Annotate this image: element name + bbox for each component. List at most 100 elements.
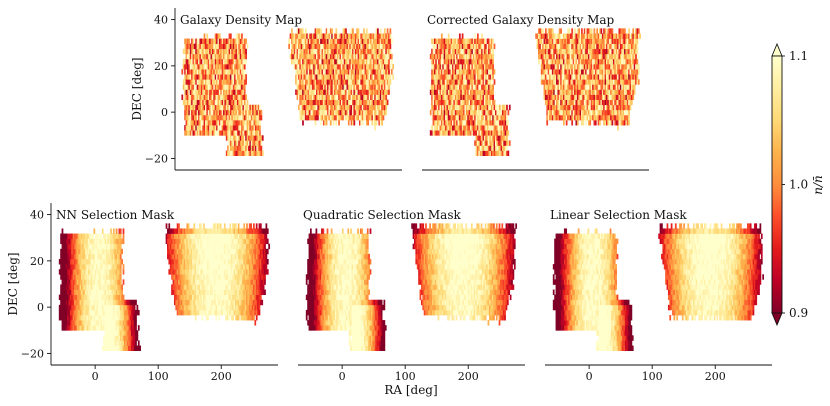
heatmap-cell — [317, 64, 320, 70]
heatmap-cell — [256, 130, 259, 136]
heatmap-cell — [302, 38, 304, 44]
heatmap-cell — [227, 58, 229, 65]
heatmap-cell — [450, 130, 453, 136]
heatmap-cell — [368, 48, 371, 55]
heatmap-cell — [357, 69, 360, 75]
heatmap-cell — [299, 89, 302, 95]
heatmap-cell — [196, 43, 199, 50]
heatmap-cell — [257, 109, 260, 116]
heatmap-cell — [440, 43, 443, 50]
heatmap-cell — [224, 109, 227, 116]
heatmap-cell — [238, 43, 241, 50]
heatmap-cell — [200, 58, 203, 65]
heatmap-cell — [339, 114, 342, 121]
heatmap-cell — [461, 94, 464, 100]
heatmap-cell — [454, 84, 457, 90]
heatmap-cell — [478, 125, 481, 131]
heatmap-cell — [440, 69, 443, 75]
heatmap-cell — [345, 94, 347, 100]
heatmap-cell — [429, 130, 432, 136]
heatmap-cell — [205, 99, 207, 106]
heatmap-cell — [241, 48, 243, 55]
heatmap-cell — [205, 38, 207, 44]
heatmap-cell — [231, 125, 234, 131]
heatmap-cell — [485, 114, 488, 121]
heatmap-cell — [211, 130, 214, 136]
heatmap-cell — [186, 109, 189, 116]
heatmap-cell — [335, 74, 338, 80]
heatmap-cell — [218, 125, 221, 131]
heatmap-cell — [596, 28, 599, 34]
heatmap-cell — [464, 79, 467, 85]
heatmap-cell — [354, 43, 357, 50]
heatmap-cell — [195, 48, 198, 55]
heatmap-cell — [218, 48, 221, 55]
heatmap-cell — [221, 125, 224, 131]
heatmap-cell — [221, 74, 224, 80]
heatmap-cell — [349, 89, 352, 95]
heatmap-cell — [223, 94, 225, 100]
heatmap-cell — [334, 43, 336, 50]
heatmap-cell — [478, 104, 481, 111]
heatmap-cell — [223, 74, 225, 80]
heatmap-cell — [347, 99, 350, 106]
heatmap-cell — [336, 114, 339, 121]
heatmap-cell — [334, 109, 336, 116]
heatmap-cell — [343, 109, 346, 116]
heatmap-cell — [232, 79, 235, 85]
heatmap-cell — [227, 104, 229, 111]
heatmap-cell — [235, 38, 238, 44]
heatmap-cell — [431, 114, 433, 121]
heatmap-cell — [458, 114, 461, 121]
heatmap-cell — [445, 99, 447, 106]
heatmap-cell — [331, 58, 333, 65]
heatmap-cell — [297, 53, 300, 60]
heatmap-cell — [361, 109, 364, 116]
heatmap-cell — [368, 33, 371, 39]
heatmap-cell — [314, 89, 317, 95]
heatmap-cell — [213, 125, 216, 131]
heatmap-cell — [214, 125, 217, 131]
heatmap-cell — [485, 140, 488, 146]
panel-corrected-density: Corrected Galaxy Density Map — [422, 13, 649, 171]
heatmap-cell — [485, 94, 488, 100]
heatmap-cell — [202, 94, 204, 100]
heatmap-cell — [200, 53, 203, 60]
heatmap-cell — [242, 74, 245, 80]
heatmap-cell — [382, 58, 385, 65]
heatmap-cell — [439, 104, 442, 111]
heatmap-cell — [329, 69, 332, 75]
heatmap-cell — [381, 94, 383, 100]
heatmap-cell — [377, 69, 379, 75]
heatmap-cell — [342, 53, 345, 60]
heatmap-cell — [198, 38, 200, 44]
heatmap-cell — [445, 58, 447, 65]
heatmap-cell — [206, 53, 209, 60]
heatmap-cell — [297, 69, 300, 75]
heatmap-cell — [383, 109, 386, 116]
heatmap-cell — [207, 109, 210, 116]
heatmap-cell — [318, 33, 321, 39]
heatmap-cell — [450, 43, 453, 50]
heatmap-cell — [471, 114, 474, 121]
heatmap-cell — [461, 104, 464, 111]
heatmap-cell — [361, 58, 364, 65]
heatmap-cell — [193, 74, 196, 80]
heatmap-cell — [336, 84, 339, 90]
heatmap-cell — [357, 104, 360, 111]
heatmap-cell — [443, 109, 446, 116]
heatmap-cell — [195, 79, 198, 85]
heatmap-cell — [456, 43, 458, 50]
heatmap-cell — [450, 120, 453, 126]
heatmap-cell — [436, 89, 439, 95]
heatmap-cell — [225, 114, 228, 121]
heatmap-cell — [436, 79, 439, 85]
heatmap-cell — [374, 53, 376, 60]
heatmap-cell — [432, 64, 435, 70]
heatmap-cell — [327, 53, 329, 60]
heatmap-cell — [379, 69, 382, 75]
heatmap-cell — [207, 104, 210, 111]
heatmap-cell — [331, 53, 333, 60]
heatmap-cell — [474, 58, 476, 65]
heatmap-cell — [186, 48, 189, 55]
